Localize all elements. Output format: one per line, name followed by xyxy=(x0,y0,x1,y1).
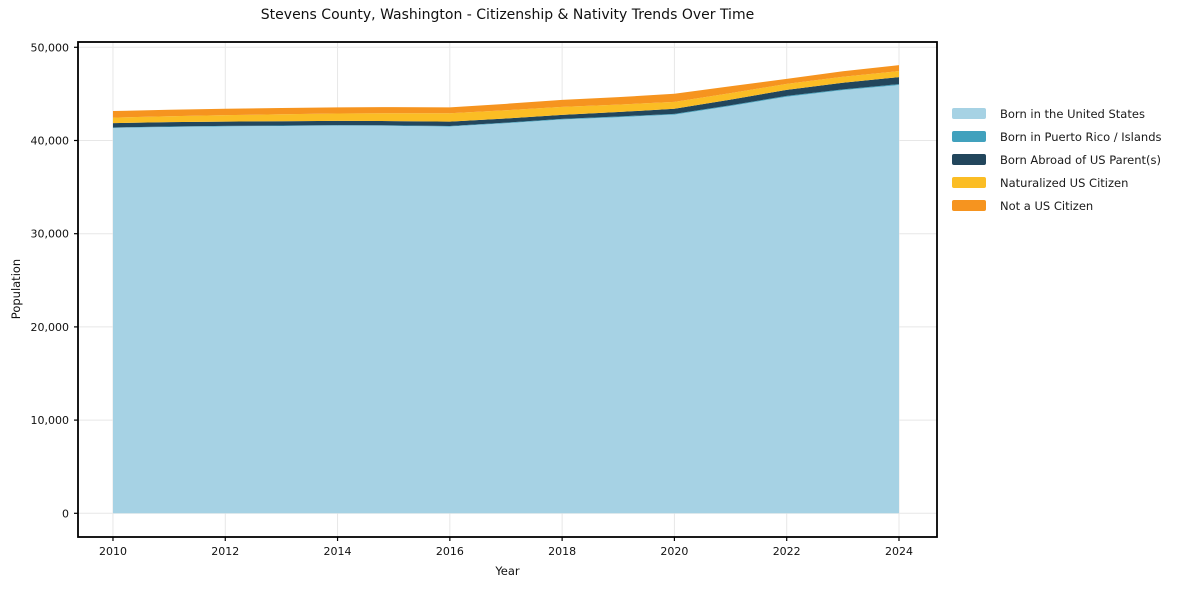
svg-text:2016: 2016 xyxy=(436,545,464,558)
legend-label: Born in the United States xyxy=(1000,106,1145,121)
svg-text:50,000: 50,000 xyxy=(31,41,70,54)
svg-text:2012: 2012 xyxy=(211,545,239,558)
legend-item-born-abroad: Born Abroad of US Parent(s) xyxy=(952,152,1162,167)
chart-title: Stevens County, Washington - Citizenship… xyxy=(260,7,755,23)
svg-text:0: 0 xyxy=(62,507,69,520)
svg-text:10,000: 10,000 xyxy=(31,414,70,427)
legend-item-puerto-rico: Born in Puerto Rico / Islands xyxy=(952,129,1162,144)
svg-text:30,000: 30,000 xyxy=(31,228,70,241)
legend-item-naturalized: Naturalized US Citizen xyxy=(952,175,1162,190)
legend-swatch-not-citizen xyxy=(952,200,986,211)
svg-text:40,000: 40,000 xyxy=(31,134,70,147)
legend-label: Not a US Citizen xyxy=(1000,198,1094,213)
legend-swatch-puerto-rico xyxy=(952,131,986,142)
legend-label: Naturalized US Citizen xyxy=(1000,175,1129,190)
legend: Born in the United States Born in Puerto… xyxy=(952,106,1162,213)
legend-label: Born in Puerto Rico / Islands xyxy=(1000,129,1162,144)
legend-swatch-born-abroad xyxy=(952,154,986,165)
legend-item-not-citizen: Not a US Citizen xyxy=(952,198,1162,213)
legend-swatch-born-us xyxy=(952,108,986,119)
svg-text:2020: 2020 xyxy=(660,545,688,558)
svg-text:2018: 2018 xyxy=(548,545,576,558)
svg-text:20,000: 20,000 xyxy=(31,321,70,334)
legend-item-born-us: Born in the United States xyxy=(952,106,1162,121)
legend-label: Born Abroad of US Parent(s) xyxy=(1000,152,1161,167)
legend-swatch-naturalized xyxy=(952,177,986,188)
svg-text:2010: 2010 xyxy=(99,545,127,558)
svg-text:2022: 2022 xyxy=(773,545,801,558)
y-axis-label: Population xyxy=(9,258,23,320)
x-axis-label: Year xyxy=(495,564,520,578)
svg-text:2024: 2024 xyxy=(885,545,913,558)
svg-text:2014: 2014 xyxy=(324,545,352,558)
